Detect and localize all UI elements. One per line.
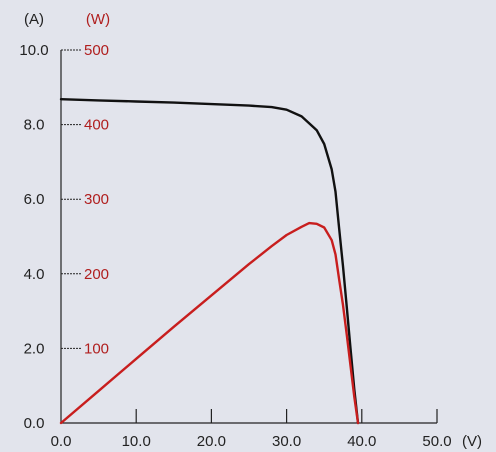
- axis-labels: 0.0 10.0 20.0 30.0 40.0 50.0 (V) 0.0 2.0 4.0 6.0 8.…: [19, 11, 482, 450]
- series: [59, 98, 360, 425]
- y-power-tick-label: 300: [84, 191, 109, 208]
- power-curve: [59, 221, 360, 425]
- y-current-tick-label: 4.0: [24, 266, 45, 283]
- x-tick-label: 40.0: [347, 433, 376, 450]
- x-tick-label: 30.0: [272, 433, 301, 450]
- x-tick-label: 0.0: [51, 433, 72, 450]
- y-current-tick-label: 2.0: [24, 340, 45, 357]
- y-current-tick-label: 10.0: [19, 42, 48, 59]
- y-current-tick-label: 0.0: [24, 415, 45, 432]
- y-power-tick-label: 200: [84, 266, 109, 283]
- y-power-tick-label: 500: [84, 42, 109, 59]
- y-power-tick-label: 400: [84, 117, 109, 134]
- x-unit-label: (V): [462, 433, 482, 450]
- axes: [60, 50, 437, 424]
- x-tick-label: 20.0: [197, 433, 226, 450]
- y-power-tick-label: 100: [84, 340, 109, 357]
- x-tick-label: 10.0: [122, 433, 151, 450]
- ticks: [61, 49, 438, 423]
- y-current-tick-label: 8.0: [24, 117, 45, 134]
- y-power-unit-label: (W): [86, 11, 110, 28]
- x-tick-label: 50.0: [422, 433, 451, 450]
- y-current-unit-label: (A): [24, 11, 44, 28]
- current-curve: [59, 98, 360, 425]
- y-current-tick-label: 6.0: [24, 191, 45, 208]
